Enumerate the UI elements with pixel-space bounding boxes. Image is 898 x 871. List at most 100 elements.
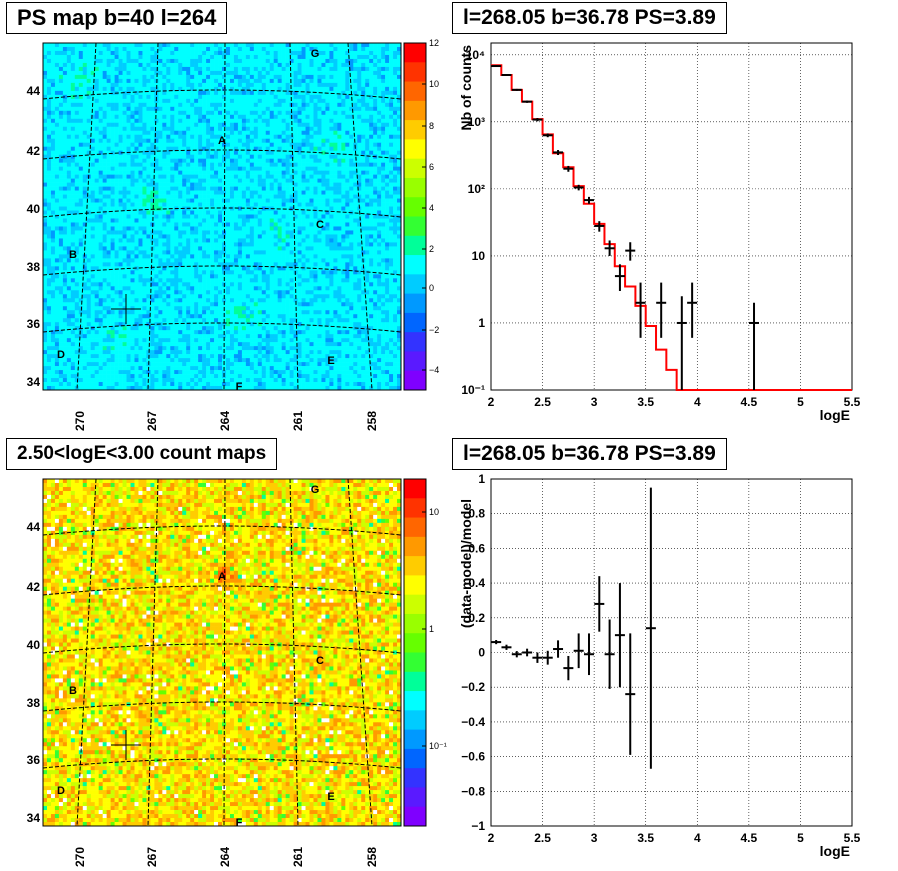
heatmap-cell [198, 142, 203, 147]
heatmap-cell [265, 162, 271, 167]
heatmap-cell [90, 226, 96, 231]
heatmap-cell [337, 54, 342, 60]
heatmap-cell [66, 90, 72, 96]
heatmap-cell [190, 202, 195, 207]
heatmap-cell [373, 238, 378, 243]
heatmap-cell [273, 43, 278, 48]
heatmap-cell [62, 66, 68, 72]
heatmap-cell [190, 70, 195, 76]
heatmap-cell [158, 50, 163, 56]
heatmap-cell [229, 114, 235, 120]
heatmap-cell [154, 198, 159, 203]
heatmap-cell [182, 170, 187, 175]
heatmap-cell [257, 110, 263, 116]
heatmap-cell [70, 82, 76, 88]
heatmap-cell [229, 186, 235, 191]
heatmap-cell [321, 242, 326, 247]
heatmap-cell [225, 170, 231, 175]
heatmap-cell [58, 254, 64, 259]
heatmap-cell [74, 218, 80, 223]
heatmap-cell [202, 194, 207, 199]
heatmap-cell [154, 230, 159, 235]
heatmap-cell [397, 70, 402, 76]
heatmap-cell [245, 94, 251, 100]
heatmap-cell [277, 238, 282, 243]
heatmap-cell [94, 54, 99, 60]
heatmap-cell [82, 126, 88, 132]
heatmap-cell [46, 66, 52, 72]
heatmap-cell [182, 174, 187, 179]
heatmap-cell [174, 178, 179, 183]
heatmap-cell [241, 226, 247, 231]
heatmap-cell [210, 146, 215, 151]
heatmap-cell [277, 218, 282, 223]
heatmap-cell [214, 162, 219, 167]
heatmap-cell [365, 174, 370, 179]
heatmap-cell [170, 50, 175, 56]
heatmap-cell [178, 62, 183, 68]
heatmap-cell [333, 210, 338, 215]
heatmap-cell [305, 250, 310, 255]
heatmap-cell [182, 90, 187, 96]
heatmap-cell [90, 98, 96, 104]
heatmap-cell [194, 50, 199, 56]
heatmap-cell [182, 102, 187, 108]
heatmap-cell [222, 154, 227, 159]
heatmap-cell [70, 146, 76, 151]
heatmap-cell [301, 230, 306, 235]
heatmap-cell [218, 62, 223, 68]
heatmap-cell [162, 126, 167, 132]
heatmap-cell [46, 142, 52, 147]
heatmap-cell [130, 138, 135, 144]
heatmap-cell [166, 110, 171, 116]
heatmap-cell [50, 102, 56, 108]
heatmap-cell [110, 226, 115, 231]
heatmap-cell [94, 146, 99, 151]
heatmap-cell [265, 86, 271, 92]
heatmap-cell [150, 106, 155, 112]
heatmap-cell [253, 222, 259, 227]
heatmap-cell [162, 218, 167, 223]
heatmap-cell [353, 182, 358, 187]
heatmap-cell [241, 138, 247, 144]
heatmap-cell [90, 242, 96, 247]
heatmap-cell [245, 178, 251, 183]
heatmap-cell [182, 154, 187, 159]
heatmap-cell [309, 102, 314, 108]
heatmap-cell [46, 62, 52, 68]
heatmap-cell [138, 134, 143, 140]
heatmap-cell [198, 162, 203, 167]
heatmap-cell [58, 50, 64, 56]
heatmap-cell [385, 238, 390, 243]
heatmap-cell [365, 106, 370, 112]
heatmap-cell [281, 166, 286, 171]
heatmap-cell [43, 46, 48, 52]
heatmap-cell [357, 174, 362, 179]
heatmap-cell [309, 114, 314, 120]
heatmap-cell [134, 166, 139, 171]
heatmap-cell [369, 230, 374, 235]
heatmap-cell [329, 162, 334, 167]
heatmap-cell [194, 82, 199, 88]
heatmap-cell [62, 74, 68, 80]
heatmap-cell [321, 226, 326, 231]
heatmap-cell [389, 43, 394, 48]
heatmap-cell [249, 206, 255, 211]
heatmap-cell [206, 170, 211, 175]
heatmap-cell [225, 210, 231, 215]
heatmap-cell [82, 202, 88, 207]
heatmap-cell [150, 174, 155, 179]
heatmap-cell [333, 82, 338, 88]
heatmap-cell [225, 74, 231, 80]
heatmap-cell [106, 162, 111, 167]
heatmap-cell [58, 250, 64, 255]
heatmap-cell [333, 118, 338, 124]
heatmap-cell [66, 118, 72, 124]
heatmap-cell [361, 46, 366, 52]
heatmap-cell [50, 62, 56, 68]
heatmap-cell [138, 106, 143, 112]
heatmap-cell [154, 74, 159, 80]
heatmap-cell [317, 43, 322, 48]
heatmap-cell [178, 43, 183, 48]
heatmap-cell [206, 182, 211, 187]
